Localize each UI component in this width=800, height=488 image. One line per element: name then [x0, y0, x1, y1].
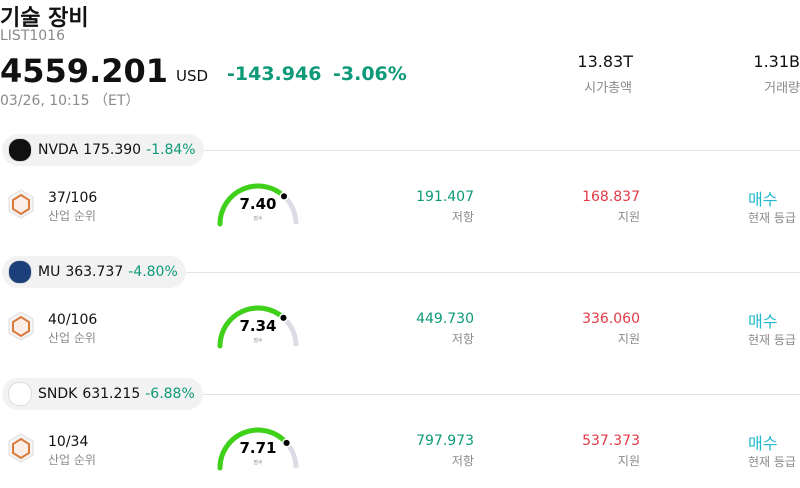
hex-inner [12, 315, 30, 338]
volume: 1.31B [753, 52, 800, 71]
market-cap: 13.83T [577, 52, 633, 71]
stock-price: 631.215 [82, 386, 141, 402]
resistance-label: 저항 [451, 210, 474, 224]
stock-pill: SNDK 631.215 -6.88% [2, 378, 203, 410]
gauge-fill [217, 183, 287, 227]
stock-price: 363.737 [65, 264, 124, 280]
stock-price: 175.390 [83, 142, 142, 158]
score-label: 점수 [253, 215, 263, 222]
gauge-fill [217, 305, 286, 349]
rank-icon [8, 433, 34, 463]
time: 03/26, 10:15 （ET） [0, 93, 140, 109]
resistance: 797.973 [416, 433, 474, 449]
hex-inner [12, 437, 30, 460]
resistance: 191.407 [416, 189, 474, 205]
price: 4559.201 [0, 52, 169, 90]
rating: 매수 [748, 190, 778, 209]
stock-pill: MU 363.737 -4.80% [2, 256, 186, 288]
stock-logo [8, 382, 32, 406]
stock-name: SNDK [38, 386, 78, 402]
support-label: 지원 [617, 454, 640, 468]
resistance: 449.730 [416, 311, 474, 327]
score: 7.40 [239, 195, 276, 213]
stock-change: -6.88% [145, 386, 195, 402]
hex-inner [12, 193, 30, 216]
resistance-label: 저항 [451, 454, 474, 468]
rank-icon [8, 189, 34, 219]
currency: USD [176, 67, 209, 85]
rank: 37/106 [48, 190, 98, 206]
support-label: 지원 [617, 332, 640, 346]
code: LIST1016 [0, 28, 65, 44]
gauge-fill [217, 427, 290, 471]
rank-label: 산업 순위 [48, 209, 96, 223]
title: 기술 장비 [0, 6, 89, 31]
gauge-dot [278, 313, 289, 323]
stock-change: -4.80% [128, 264, 178, 280]
rating: 매수 [748, 312, 778, 331]
gauge-dot [282, 438, 292, 448]
gauge: 7.34 점수 [217, 305, 299, 349]
stock-change: -1.84% [146, 142, 196, 158]
volume-label: 거래량 [764, 81, 800, 96]
score-label: 점수 [253, 459, 263, 466]
market-cap-label: 시가총액 [584, 81, 632, 96]
rank-label: 산업 순위 [48, 453, 96, 467]
gauge: 7.71 점수 [217, 427, 299, 471]
rank: 10/34 [48, 434, 89, 450]
gauge: 7.40 점수 [217, 183, 299, 227]
score-label: 점수 [253, 337, 263, 344]
change-pct: -3.06% [333, 63, 407, 85]
support: 537.373 [582, 433, 640, 449]
score: 7.34 [239, 317, 276, 335]
support-label: 지원 [617, 210, 640, 224]
rating-label: 현재 등급 [748, 211, 796, 225]
stock-pill: NVDA 175.390 -1.84% [2, 134, 204, 166]
divider [203, 394, 800, 395]
gauge-dot [279, 191, 289, 201]
rating-label: 현재 등급 [748, 455, 796, 469]
rank-icon [8, 311, 34, 341]
rating-label: 현재 등급 [748, 333, 796, 347]
divider [186, 272, 800, 273]
rating: 매수 [748, 434, 778, 453]
rank: 40/106 [48, 312, 98, 328]
stock-logo [8, 260, 32, 284]
stock-logo [8, 138, 32, 162]
resistance-label: 저항 [451, 332, 474, 346]
rank-label: 산업 순위 [48, 331, 96, 345]
stock-name: NVDA [38, 142, 79, 158]
score: 7.71 [239, 439, 276, 457]
change: -143.946 [227, 63, 322, 85]
stock-name: MU [38, 264, 61, 280]
divider [204, 150, 800, 151]
support: 336.060 [582, 311, 640, 327]
support: 168.837 [582, 189, 640, 205]
